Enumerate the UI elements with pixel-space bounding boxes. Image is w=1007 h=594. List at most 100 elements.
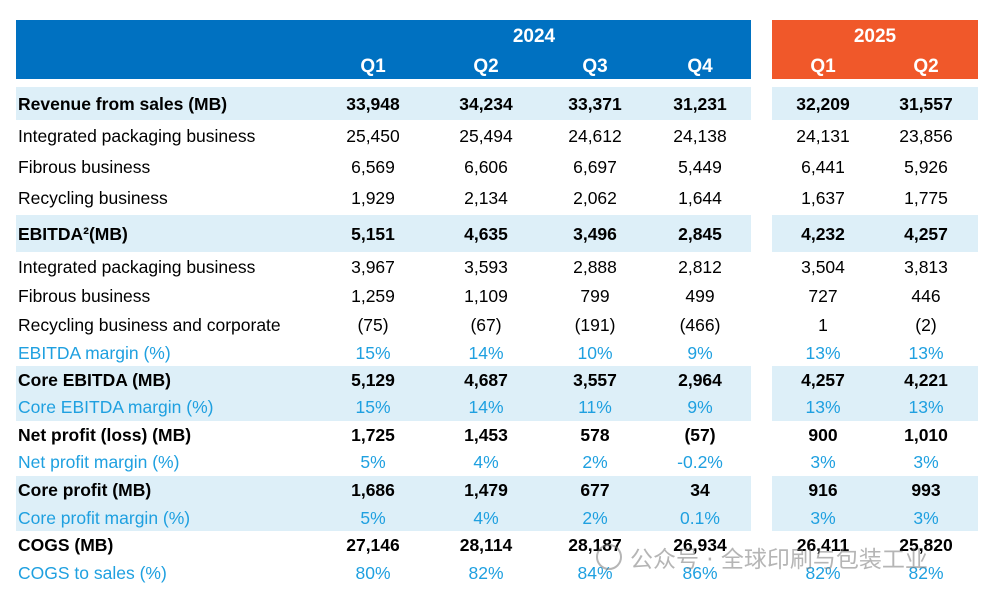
cell-2024-q2: 14% bbox=[468, 343, 504, 363]
cell-2024-q2: 25,494 bbox=[459, 126, 513, 146]
cell-2025-q2: 4,257 bbox=[904, 224, 948, 244]
cell-2025-q1: 13% bbox=[805, 343, 841, 363]
cell-2024-q2: 4% bbox=[473, 452, 499, 472]
quarter-2024-q4: Q4 bbox=[687, 56, 713, 77]
cell-2024-q2: 1,453 bbox=[464, 425, 508, 445]
watermark: 公众号 · 全球印刷与包装工业 bbox=[596, 540, 928, 574]
cell-2024-q4: 86% bbox=[682, 563, 718, 583]
row-label: COGS (MB) bbox=[18, 535, 114, 555]
cell-2024-q1: (75) bbox=[357, 315, 389, 335]
cell-2024-q3: 578 bbox=[580, 425, 610, 445]
cell-2024-q4: 2,812 bbox=[678, 257, 722, 277]
cell-2024-q4: 34 bbox=[690, 480, 710, 500]
row-label: COGS to sales (%) bbox=[18, 563, 167, 583]
cell-2024-q1: 25,450 bbox=[346, 126, 400, 146]
row-shade bbox=[16, 393, 751, 421]
cell-2024-q4: 0.1% bbox=[680, 508, 720, 528]
cell-2024-q3: 2% bbox=[582, 452, 608, 472]
cell-2025-q2: 31,557 bbox=[899, 94, 953, 114]
cell-2025-q2: 3,813 bbox=[904, 257, 948, 277]
row-label: Integrated packaging business bbox=[18, 126, 256, 146]
cell-2024-q4: 9% bbox=[687, 397, 713, 417]
cell-2024-q1: 5,151 bbox=[351, 224, 395, 244]
cell-2025-q1: 900 bbox=[808, 425, 838, 445]
cell-2024-q2: (67) bbox=[470, 315, 502, 335]
row-label: Core EBITDA margin (%) bbox=[18, 397, 214, 417]
quarter-2024-q2: Q2 bbox=[473, 56, 499, 77]
watermark-text: 公众号 · 全球印刷与包装工业 bbox=[630, 547, 928, 573]
cell-2024-q1: 1,686 bbox=[351, 480, 395, 500]
cell-2025-q1: 727 bbox=[808, 286, 838, 306]
cell-2024-q1: 6,569 bbox=[351, 157, 395, 177]
cell-2025-q1: 82% bbox=[805, 563, 841, 583]
cell-2024-q3: (191) bbox=[574, 315, 616, 335]
cell-2025-q2: 13% bbox=[908, 397, 944, 417]
cell-2024-q1: 1,725 bbox=[351, 425, 395, 445]
row-label: Net profit (loss) (MB) bbox=[18, 425, 192, 445]
cell-2025-q1: 3,504 bbox=[801, 257, 845, 277]
row-label: EBITDA margin (%) bbox=[18, 343, 171, 363]
cell-2024-q4: 26,934 bbox=[673, 535, 727, 555]
cell-2024-q3: 11% bbox=[578, 397, 612, 417]
cell-2024-q4: (57) bbox=[684, 425, 716, 445]
row-label: Recycling business bbox=[18, 188, 168, 208]
cell-2024-q4: (466) bbox=[679, 315, 721, 335]
cell-2024-q4: 2,845 bbox=[678, 224, 722, 244]
cell-2024-q3: 677 bbox=[580, 480, 610, 500]
cell-2024-q3: 2,888 bbox=[573, 257, 617, 277]
cell-2025-q2: 23,856 bbox=[899, 126, 953, 146]
cell-2024-q4: 31,231 bbox=[673, 94, 727, 114]
cell-2024-q4: -0.2% bbox=[677, 452, 723, 472]
cell-2025-q2: 993 bbox=[911, 480, 941, 500]
cell-2024-q1: 80% bbox=[355, 563, 391, 583]
cell-2024-q2: 3,593 bbox=[464, 257, 508, 277]
cell-2024-q1: 33,948 bbox=[346, 94, 400, 114]
cell-2024-q2: 28,114 bbox=[459, 535, 513, 555]
row-shade bbox=[16, 87, 751, 120]
quarter-2024-q1: Q1 bbox=[360, 56, 386, 77]
row-shade bbox=[16, 366, 751, 393]
quarter-2024-q3: Q3 bbox=[582, 56, 608, 77]
cell-2025-q2: 446 bbox=[911, 286, 941, 306]
cell-2024-q3: 2,062 bbox=[573, 188, 617, 208]
cell-2024-q4: 1,644 bbox=[678, 188, 722, 208]
cell-2024-q2: 2,134 bbox=[464, 188, 508, 208]
cell-2025-q2: 5,926 bbox=[904, 157, 948, 177]
cell-2025-q2: 1,010 bbox=[904, 425, 948, 445]
cell-2024-q4: 499 bbox=[685, 286, 715, 306]
cell-2025-q1: 3% bbox=[810, 508, 836, 528]
cell-2024-q1: 3,967 bbox=[351, 257, 395, 277]
row-shade bbox=[16, 476, 751, 504]
cell-2024-q1: 15% bbox=[355, 343, 391, 363]
cell-2025-q2: 1,775 bbox=[904, 188, 948, 208]
row-shade bbox=[772, 87, 978, 120]
cell-2024-q3: 24,612 bbox=[568, 126, 622, 146]
row-shade bbox=[772, 504, 978, 531]
cell-2024-q2: 4% bbox=[473, 508, 499, 528]
cell-2024-q3: 3,496 bbox=[573, 224, 617, 244]
cell-2024-q4: 24,138 bbox=[673, 126, 727, 146]
quarter-2025-q1: Q1 bbox=[810, 56, 836, 77]
cell-2025-q1: 1 bbox=[818, 315, 828, 335]
cell-2024-q1: 5% bbox=[360, 452, 386, 472]
cell-2024-q2: 1,109 bbox=[464, 286, 508, 306]
row-label: Fibrous business bbox=[18, 286, 151, 306]
cell-2025-q1: 4,232 bbox=[801, 224, 845, 244]
cell-2024-q1: 5% bbox=[360, 508, 386, 528]
row-label: Core profit margin (%) bbox=[18, 508, 191, 528]
wechat-icon bbox=[596, 544, 622, 570]
cell-2025-q1: 4,257 bbox=[801, 370, 845, 390]
row-label: Revenue from sales (MB) bbox=[18, 94, 228, 114]
cell-2025-q2: 25,820 bbox=[899, 535, 953, 555]
row-shade bbox=[16, 504, 751, 531]
cell-2024-q3: 799 bbox=[580, 286, 610, 306]
cell-2025-q1: 3% bbox=[810, 452, 836, 472]
row-shade bbox=[16, 215, 751, 252]
row-shade bbox=[772, 476, 978, 504]
cell-2025-q2: 3% bbox=[913, 452, 939, 472]
cell-2024-q3: 6,697 bbox=[573, 157, 617, 177]
cell-2024-q2: 6,606 bbox=[464, 157, 508, 177]
cell-2025-q2: 13% bbox=[908, 343, 944, 363]
cell-2025-q2: 3% bbox=[913, 508, 939, 528]
cell-2024-q4: 2,964 bbox=[678, 370, 722, 390]
